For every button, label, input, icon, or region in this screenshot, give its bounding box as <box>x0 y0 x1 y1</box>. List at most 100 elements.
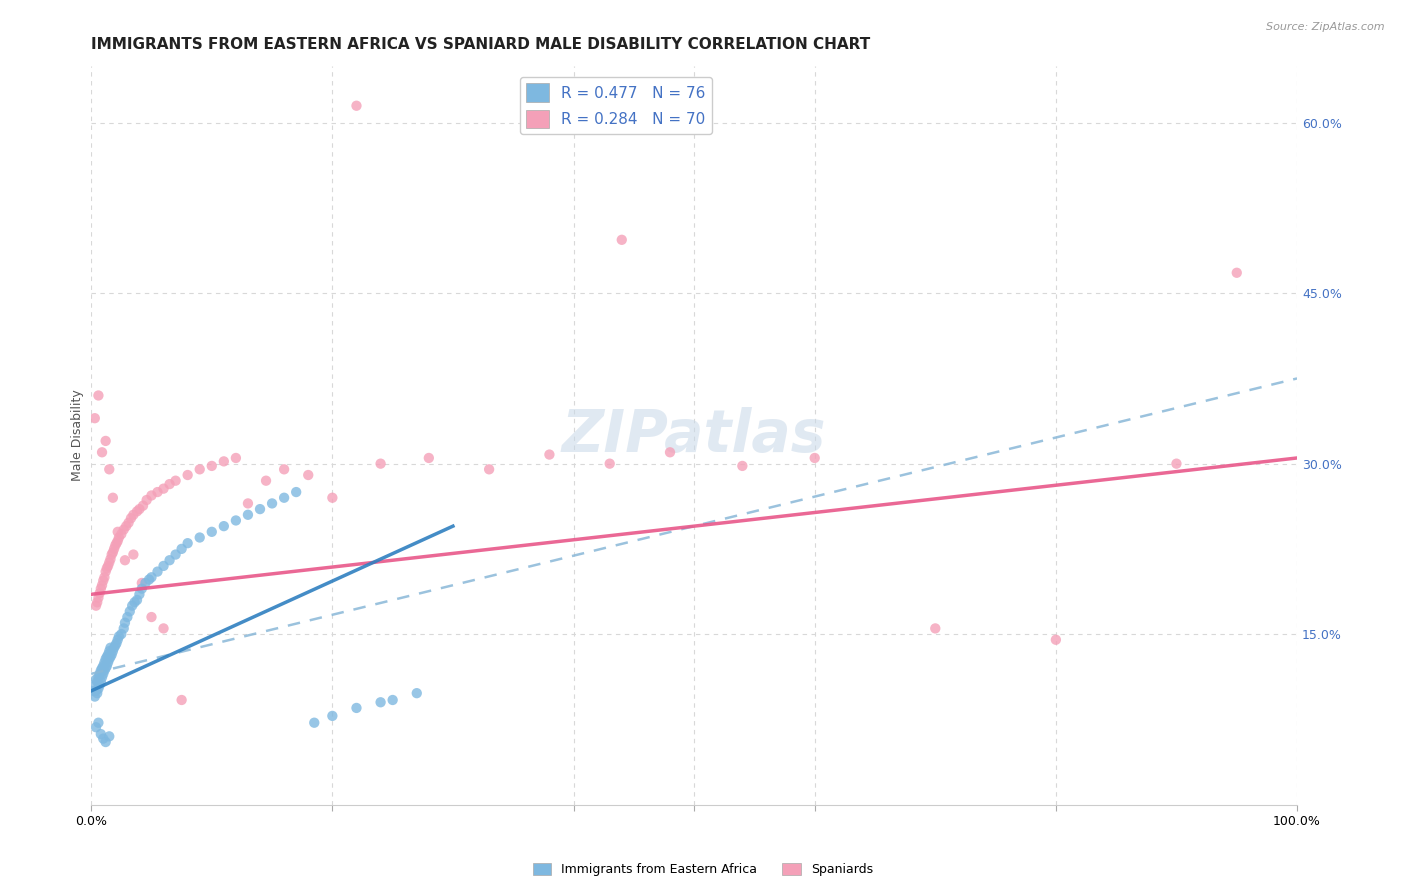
Point <box>125 504 148 518</box>
Point <box>91 670 114 684</box>
Point <box>924 621 946 635</box>
Point <box>370 695 392 709</box>
Point <box>90 674 112 689</box>
Point <box>86 674 108 689</box>
Point <box>90 664 112 678</box>
Point <box>98 652 121 666</box>
Point <box>659 445 682 459</box>
Y-axis label: Male Disability: Male Disability <box>72 390 84 481</box>
Point <box>94 565 117 579</box>
Point <box>285 485 308 500</box>
Point <box>93 664 115 678</box>
Point <box>86 686 108 700</box>
Point <box>131 576 153 591</box>
Point <box>138 573 160 587</box>
Point <box>84 684 107 698</box>
Point <box>118 604 141 618</box>
Point <box>114 553 136 567</box>
Point <box>141 610 163 624</box>
Point <box>93 656 115 670</box>
Point <box>159 553 181 567</box>
Point <box>91 578 114 592</box>
Point <box>165 474 187 488</box>
Point <box>201 524 224 539</box>
Point <box>91 574 114 588</box>
Point <box>90 582 112 596</box>
Point <box>91 731 114 746</box>
Point <box>83 411 105 425</box>
Point <box>89 666 111 681</box>
Point <box>201 458 224 473</box>
Point <box>1166 457 1188 471</box>
Point <box>405 686 427 700</box>
Point <box>152 558 174 573</box>
Point <box>141 570 163 584</box>
Point <box>304 715 326 730</box>
Point <box>90 727 112 741</box>
Point <box>128 587 150 601</box>
Point <box>101 491 124 505</box>
Point <box>121 599 143 613</box>
Point <box>170 693 193 707</box>
Point <box>117 516 139 530</box>
Point <box>297 468 319 483</box>
Point <box>188 531 211 545</box>
Point <box>273 491 295 505</box>
Point <box>321 709 343 723</box>
Point <box>104 539 127 553</box>
Point <box>152 482 174 496</box>
Point <box>159 477 181 491</box>
Point <box>120 511 142 525</box>
Point <box>105 636 128 650</box>
Point <box>225 450 247 465</box>
Point <box>122 548 145 562</box>
Point <box>165 548 187 562</box>
Point <box>84 673 107 687</box>
Point <box>132 499 155 513</box>
Point <box>98 644 121 658</box>
Point <box>346 701 368 715</box>
Point <box>803 450 825 465</box>
Point <box>91 445 114 459</box>
Point <box>94 434 117 448</box>
Point <box>105 536 128 550</box>
Point <box>107 533 129 548</box>
Point <box>91 659 114 673</box>
Point <box>108 531 131 545</box>
Point <box>108 629 131 643</box>
Point <box>134 576 156 591</box>
Point <box>212 454 235 468</box>
Point <box>87 670 110 684</box>
Point <box>152 621 174 635</box>
Point <box>131 582 153 596</box>
Point <box>107 524 129 539</box>
Point <box>370 457 392 471</box>
Point <box>98 462 121 476</box>
Point <box>125 593 148 607</box>
Point <box>104 639 127 653</box>
Point <box>610 233 633 247</box>
Text: Source: ZipAtlas.com: Source: ZipAtlas.com <box>1267 22 1385 32</box>
Point <box>254 474 277 488</box>
Point <box>141 488 163 502</box>
Point <box>86 595 108 609</box>
Point <box>84 599 107 613</box>
Point <box>98 556 121 570</box>
Point <box>96 561 118 575</box>
Point <box>89 586 111 600</box>
Point <box>321 491 343 505</box>
Point <box>112 523 135 537</box>
Point <box>101 545 124 559</box>
Point <box>87 681 110 696</box>
Point <box>93 570 115 584</box>
Point <box>103 640 125 655</box>
Point <box>110 627 132 641</box>
Point <box>94 735 117 749</box>
Point <box>114 615 136 630</box>
Point <box>96 659 118 673</box>
Point <box>146 485 169 500</box>
Point <box>262 496 284 510</box>
Point <box>112 621 135 635</box>
Point <box>117 610 139 624</box>
Point <box>212 519 235 533</box>
